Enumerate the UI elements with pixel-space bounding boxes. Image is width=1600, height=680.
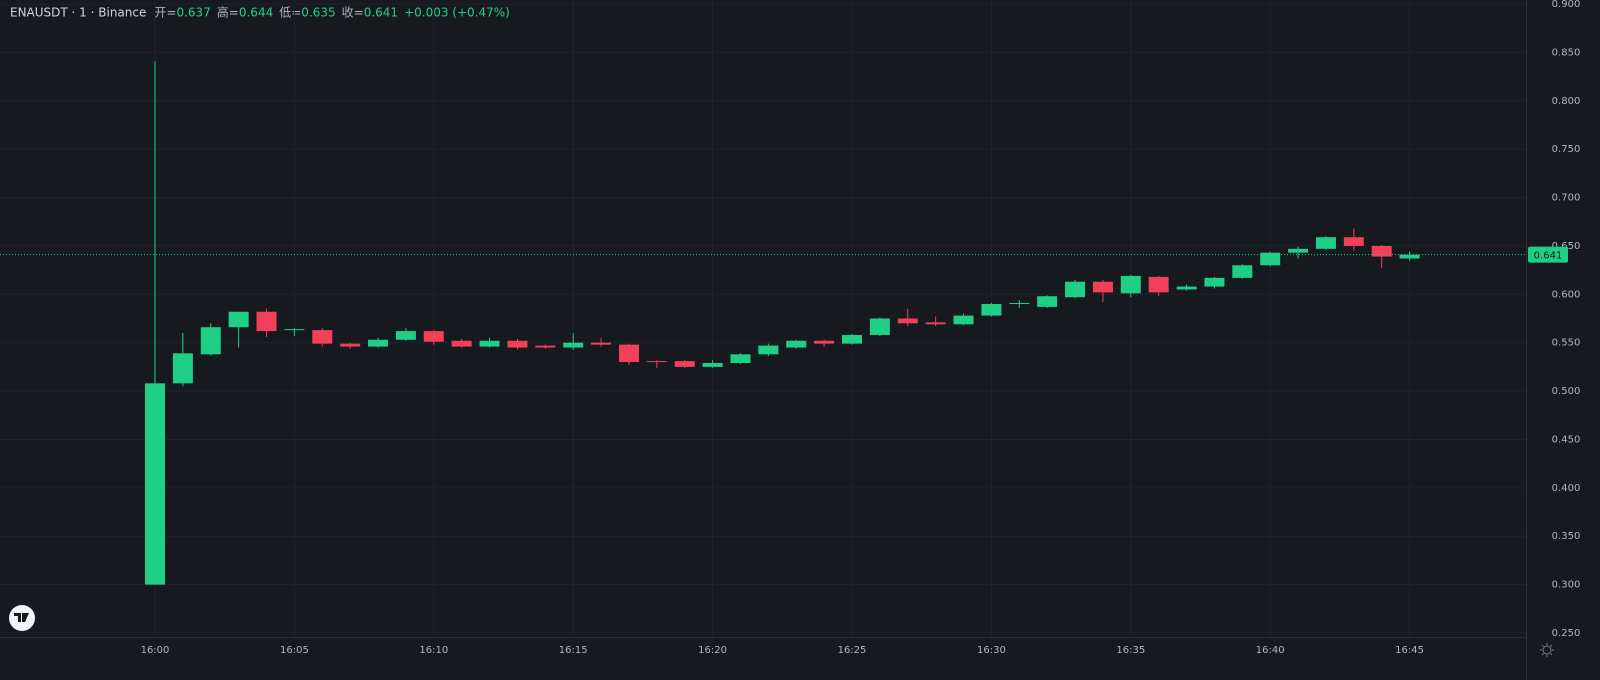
candle-body xyxy=(1204,277,1225,287)
candle-body xyxy=(563,342,584,348)
candle-body xyxy=(228,311,249,328)
candle-body xyxy=(1120,275,1141,294)
field-value: 0.635 xyxy=(301,6,335,20)
symbol: ENAUSDT · 1 · Binance xyxy=(10,6,146,20)
field-label: 高= xyxy=(217,5,239,20)
candle-body xyxy=(145,383,165,585)
candle-body xyxy=(284,329,305,331)
last-price-badge xyxy=(1528,246,1568,263)
candle-body xyxy=(1260,252,1281,266)
candle-body xyxy=(395,331,416,340)
candle-body xyxy=(869,318,890,335)
y-tick-label: 0.300 xyxy=(1552,580,1581,591)
field-label: 低= xyxy=(279,6,301,20)
candle-body xyxy=(368,339,389,347)
field-label: 开= xyxy=(154,6,176,20)
x-tick-label: 16:45 xyxy=(1395,645,1424,656)
y-tick-label: 0.800 xyxy=(1552,96,1581,107)
y-tick-label: 0.350 xyxy=(1552,531,1581,542)
y-tick-label: 0.850 xyxy=(1552,47,1581,58)
change: +0.003 (+0.47%) xyxy=(404,6,510,20)
y-tick-label: 0.250 xyxy=(1552,628,1581,639)
candle-body xyxy=(842,334,862,344)
x-tick-label: 16:25 xyxy=(838,645,867,656)
candle-body xyxy=(1092,281,1113,293)
y-tick-label: 0.600 xyxy=(1552,289,1581,300)
x-tick-label: 16:40 xyxy=(1256,645,1285,656)
x-tick-label: 16:35 xyxy=(1116,645,1145,656)
candle-body xyxy=(1148,276,1169,293)
y-tick-label: 0.750 xyxy=(1552,144,1581,155)
x-tick-label: 16:05 xyxy=(280,645,309,656)
y-tick-label: 0.500 xyxy=(1552,386,1581,397)
candle-body xyxy=(758,345,779,355)
candle-body xyxy=(702,363,723,367)
tv-logo xyxy=(9,605,35,631)
candle-body xyxy=(897,318,918,324)
last-price-label: 0.641 xyxy=(1534,251,1563,262)
candle-body xyxy=(1065,281,1086,298)
candle-body xyxy=(1176,286,1197,290)
candle-body xyxy=(312,330,333,344)
field-value: 0.644 xyxy=(239,6,273,20)
x-tick-label: 16:00 xyxy=(141,645,170,656)
candle-body xyxy=(953,315,974,325)
y-tick-label: 0.550 xyxy=(1552,338,1581,349)
field-label: 收= xyxy=(342,6,364,20)
header: ENAUSDT · 1 · Binance 开= 0.637 高= 0.644 低= 0.… xyxy=(10,5,510,20)
candle-body xyxy=(200,327,221,355)
y-tick-label: 0.900 xyxy=(1552,0,1581,10)
candle-body xyxy=(535,345,556,348)
candle-body xyxy=(814,340,835,344)
y-tick-label: 0.450 xyxy=(1552,434,1581,445)
candle-body xyxy=(786,340,807,348)
candle-body xyxy=(1399,254,1420,259)
candle-body xyxy=(591,342,612,345)
candle-body xyxy=(618,344,639,363)
candle-body xyxy=(1343,237,1364,246)
field-value: 0.641 xyxy=(364,6,398,20)
x-tick-label: 16:15 xyxy=(559,645,588,656)
candle-body xyxy=(1009,303,1030,305)
y-tick-label: 0.700 xyxy=(1552,193,1581,204)
candle-body xyxy=(340,343,361,347)
candle-body xyxy=(172,353,193,384)
candle-body xyxy=(1315,237,1336,249)
y-tick-label: 0.400 xyxy=(1552,483,1581,494)
candle-body xyxy=(925,322,946,325)
y-tick-label: 0.650 xyxy=(1552,241,1581,252)
candle-body xyxy=(1232,265,1253,278)
x-tick-label: 16:10 xyxy=(419,645,448,656)
candle-body xyxy=(730,354,751,364)
field-value: 0.637 xyxy=(176,6,210,20)
candle-body xyxy=(479,340,500,347)
x-tick-label: 16:30 xyxy=(977,645,1006,656)
candle-body xyxy=(507,340,528,348)
settings-icon[interactable] xyxy=(1540,643,1554,657)
candle-body xyxy=(981,303,1002,316)
x-tick-label: 16:20 xyxy=(698,645,727,656)
candle-body xyxy=(1371,245,1392,257)
candle-body xyxy=(256,311,277,332)
candle-body xyxy=(674,361,695,367)
candle-body xyxy=(451,340,472,347)
candle-body xyxy=(1288,248,1309,253)
candle-body xyxy=(646,361,667,363)
candle-body xyxy=(1037,296,1058,307)
candle-body xyxy=(423,331,444,342)
